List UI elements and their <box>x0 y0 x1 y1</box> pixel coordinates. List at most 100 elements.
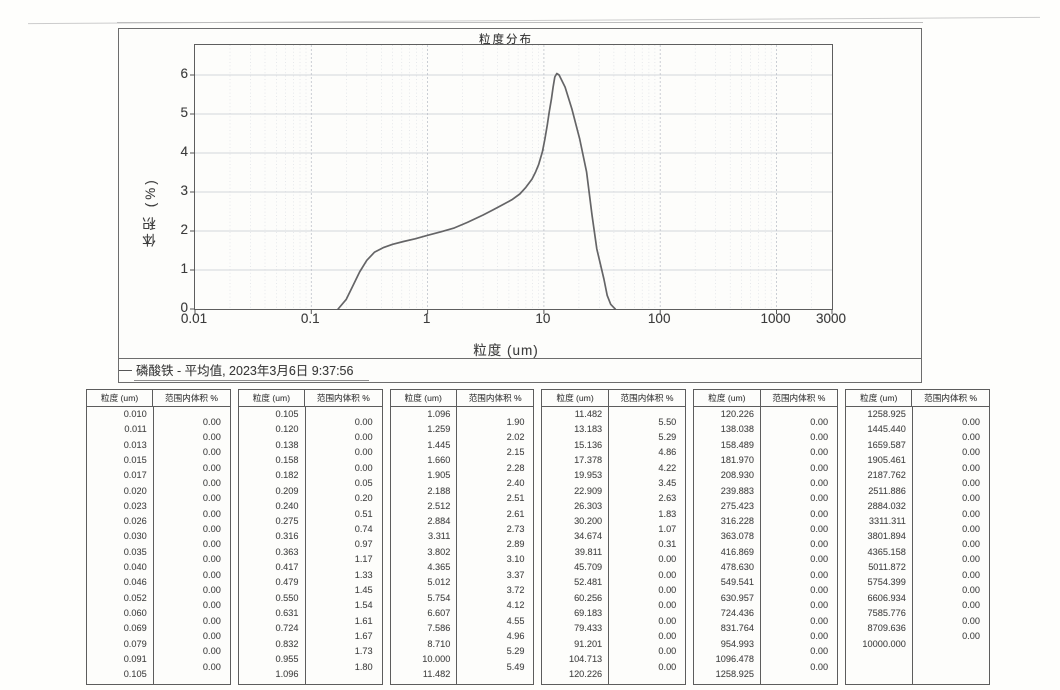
size-cell: 0.023 <box>123 500 147 511</box>
volume-cell: 3.10 <box>506 554 525 565</box>
volume-cell: 5.29 <box>658 432 677 442</box>
size-cell: 2.884 <box>427 516 451 527</box>
size-cell: 69.183 <box>574 607 603 618</box>
volume-cell: 0.00 <box>658 569 677 580</box>
size-cell: 0.035 <box>123 546 147 557</box>
volume-cell: 5.50 <box>658 416 677 427</box>
volume-cell: 5.49 <box>506 661 525 672</box>
size-cell: 0.138 <box>275 439 299 450</box>
size-cell: 0.046 <box>123 577 147 588</box>
table-header: 粒度 (um) 范围内体积 % <box>390 390 534 407</box>
volume-cell: 0.00 <box>354 416 373 427</box>
volume-cell: 0.00 <box>658 630 677 641</box>
volume-cell: 0.00 <box>354 462 373 473</box>
size-cell: 0.030 <box>123 531 147 542</box>
size-cell: 52.481 <box>574 577 603 588</box>
volume-cell: 4.55 <box>506 615 525 626</box>
volume-cell: 0.00 <box>658 615 677 626</box>
size-cell: 1.445 <box>427 439 451 450</box>
size-cell: 30.200 <box>574 516 603 527</box>
y-tick-label: 2 <box>180 222 188 237</box>
size-cell: 1.259 <box>427 424 451 435</box>
size-table: 粒度 (um) 范围内体积 % 0.105 0.120 0.138 0.158 0.182 0… <box>237 389 383 685</box>
size-cell: 549.541 <box>720 577 754 588</box>
size-cell: 1.905 <box>427 470 451 481</box>
size-cell: 0.105 <box>123 669 147 680</box>
volume-cell: 2.61 <box>506 508 525 519</box>
size-cell: 1659.587 <box>867 439 906 450</box>
size-cell: 363.078 <box>720 531 754 542</box>
legend-row: 磷酸铁 - 平均值, 2023年3月6日 9:37:56 <box>119 358 921 381</box>
volume-cell: 0.00 <box>658 554 677 565</box>
volume-cell: 0.31 <box>658 539 677 550</box>
x-tick-label: 100 <box>647 311 671 326</box>
x-tick-label: 1000 <box>760 311 791 326</box>
volume-cell: 0.00 <box>962 569 980 580</box>
size-table: 粒度 (um) 范围内体积 % 120.226 138.038 158.489 181.9… <box>693 389 839 685</box>
column-header-volume: 范围内体积 % <box>620 393 674 403</box>
volume-cell: 3.72 <box>506 585 525 595</box>
y-tick-label: 6 <box>180 66 188 81</box>
volume-cell: 0.97 <box>354 539 373 550</box>
size-cell: 39.811 <box>574 546 603 557</box>
size-cell: 3.311 <box>428 531 451 542</box>
size-cell: 1258.925 <box>715 669 754 680</box>
legend-text: 磷酸铁 - 平均值, 2023年3月6日 9:37:56 <box>134 360 370 381</box>
size-cell: 22.909 <box>574 485 603 496</box>
size-cell: 208.930 <box>720 470 754 481</box>
size-cell: 79.433 <box>574 623 603 634</box>
size-cell: 17.378 <box>574 454 603 465</box>
x-axis-label: 粒度 (um) <box>473 343 539 358</box>
size-cell: 91.201 <box>574 638 603 649</box>
volume-cell: 0.00 <box>962 539 980 550</box>
table-body: 11.482 13.183 15.136 17.378 19.953 22.909 26.3… <box>542 407 685 684</box>
size-cell: 15.136 <box>574 439 603 450</box>
table-header: 粒度 (um) 范围内体积 % <box>87 390 230 407</box>
size-cell: 2884.032 <box>867 500 906 511</box>
size-cell: 7585.776 <box>867 607 906 618</box>
series-line-icon <box>119 369 132 371</box>
size-cell: 2.188 <box>427 485 451 496</box>
volume-cell: 0.00 <box>962 523 980 534</box>
volume-cell: 0.00 <box>202 539 221 550</box>
size-cell: 2187.762 <box>867 470 906 481</box>
size-cell: 6606.934 <box>867 592 906 603</box>
size-cell: 26.303 <box>574 500 603 511</box>
volume-cell: 1.80 <box>354 661 373 672</box>
x-tick-label: 10 <box>535 311 551 326</box>
size-cell: 45.709 <box>574 562 603 572</box>
page-edge-line <box>28 16 1040 25</box>
volume-cell: 0.00 <box>202 554 221 565</box>
volume-cell: 4.22 <box>658 462 677 473</box>
size-cell: 724.436 <box>720 607 754 618</box>
size-cell: 0.091 <box>123 653 147 664</box>
table-body: 1258.925 1445.440 1659.587 1905.461 2187.762… <box>846 407 989 684</box>
volume-cell: 0.00 <box>202 416 221 427</box>
size-cell: 630.957 <box>720 592 754 603</box>
size-cell: 239.883 <box>720 485 754 496</box>
size-cell: 316.228 <box>720 516 754 527</box>
column-header-volume: 范围内体积 % <box>772 393 826 403</box>
volume-cell: 0.00 <box>354 432 373 442</box>
size-cell: 10.000 <box>422 653 451 664</box>
volume-cell: 3.45 <box>658 477 677 488</box>
size-cell: 0.026 <box>123 516 147 527</box>
size-cell: 0.158 <box>275 454 299 465</box>
size-cell: 11.482 <box>422 669 451 680</box>
size-cell: 0.013 <box>123 439 147 450</box>
size-cell: 2.512 <box>427 500 451 511</box>
table-body: 1.096 1.259 1.445 1.660 1.905 2.188 2.512 2.884… <box>391 407 534 684</box>
volume-cell: 0.00 <box>962 600 980 611</box>
table-header: 粒度 (um) 范围内体积 % <box>694 390 838 407</box>
x-tick-label: 1 <box>422 311 431 326</box>
size-cell: 5011.872 <box>868 562 906 572</box>
volume-cell: 0.05 <box>354 477 373 488</box>
volume-cell: 0.00 <box>962 462 980 473</box>
size-cell: 1.096 <box>427 409 451 419</box>
size-cell: 4365.158 <box>867 546 906 557</box>
size-cell: 0.060 <box>123 607 147 618</box>
size-cell: 0.275 <box>275 516 299 527</box>
volume-cell: 0.00 <box>202 569 221 580</box>
column-header-volume: 范围内体积 % <box>165 393 219 403</box>
column-header-size: 粒度 (um) <box>694 390 761 406</box>
